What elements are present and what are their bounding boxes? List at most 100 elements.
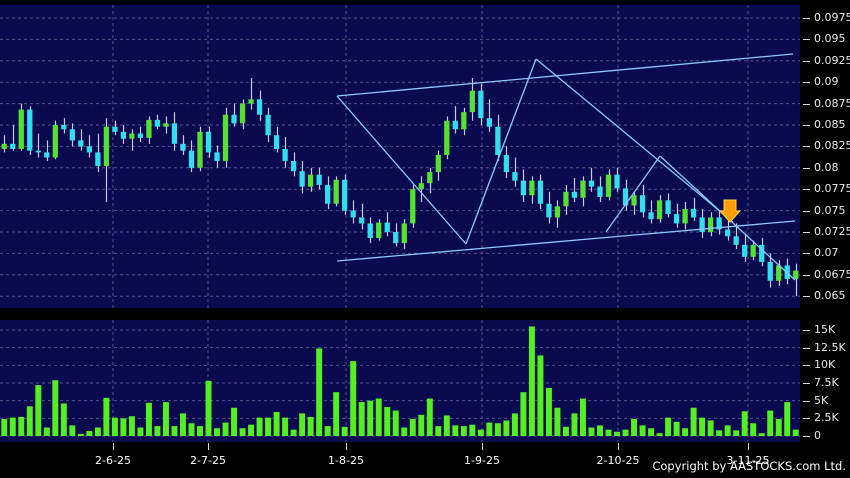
candlestick xyxy=(256,99,263,115)
volume-bar xyxy=(367,400,374,436)
candlestick xyxy=(708,217,714,232)
candlestick xyxy=(639,195,646,213)
volume-bar xyxy=(571,413,578,436)
price-chart-panel xyxy=(0,5,800,308)
candlestick xyxy=(299,171,305,187)
volume-axis-label: 7.5K xyxy=(814,376,839,389)
down-channel-upper xyxy=(336,95,467,245)
candlestick xyxy=(554,206,561,218)
price-axis-label: 0.0825 xyxy=(814,139,850,153)
candlestick xyxy=(282,148,288,161)
price-axis-label: 0.085 xyxy=(814,118,846,131)
candlestick xyxy=(478,90,484,119)
candlestick xyxy=(401,223,407,244)
volume-bar xyxy=(758,433,765,436)
volume-bar xyxy=(486,422,493,436)
candlestick xyxy=(733,236,739,245)
candlestick xyxy=(231,114,237,124)
candlestick xyxy=(418,183,424,190)
price-axis-tick xyxy=(803,18,810,19)
candlestick xyxy=(163,123,169,127)
volume-bar xyxy=(741,411,748,436)
volume-bar xyxy=(545,387,552,436)
candlestick xyxy=(316,174,322,185)
candlestick xyxy=(393,232,399,244)
volume-axis-tick xyxy=(803,418,810,420)
candlestick xyxy=(495,126,501,155)
volume-bar xyxy=(733,430,740,436)
volume-bar xyxy=(460,426,467,436)
candlestick xyxy=(27,109,33,151)
candlestick xyxy=(222,114,229,161)
volume-bar xyxy=(690,407,697,436)
candlestick xyxy=(325,184,331,204)
candlestick xyxy=(205,131,212,153)
volume-bar xyxy=(162,402,169,436)
candlestick xyxy=(520,180,527,196)
volume-bar xyxy=(137,427,144,436)
inner-recovery-line xyxy=(605,155,661,233)
volume-bar xyxy=(665,417,672,436)
candlestick xyxy=(333,179,339,204)
volume-bar xyxy=(222,422,229,436)
candlestick xyxy=(273,135,280,149)
price-axis-label: 0.075 xyxy=(814,203,846,217)
volume-bar xyxy=(605,429,612,436)
volume-bar xyxy=(324,426,331,436)
volume-bar xyxy=(180,413,186,436)
candlestick xyxy=(214,152,220,161)
price-axis-tick xyxy=(803,232,810,233)
volume-bar xyxy=(231,407,238,436)
volume-bar xyxy=(699,417,706,436)
volume-bar xyxy=(392,410,399,436)
price-axis-tick xyxy=(803,103,810,105)
volume-bar xyxy=(716,430,723,436)
volume-bar xyxy=(248,424,255,436)
candlestick xyxy=(367,223,373,238)
volume-bar xyxy=(384,407,391,436)
volume-bar xyxy=(188,423,195,436)
price-axis-label: 0.0675 xyxy=(814,267,850,281)
candlestick xyxy=(469,90,475,113)
volume-bar xyxy=(9,417,16,436)
volume-axis-label: 2.5K xyxy=(814,411,839,425)
volume-bar xyxy=(537,355,544,436)
volume-axis-tick xyxy=(803,383,810,384)
volume-axis-tick xyxy=(803,330,810,331)
volume-bar xyxy=(588,427,595,436)
x-axis-tick xyxy=(208,443,209,450)
candlestick xyxy=(376,222,382,238)
volume-bar xyxy=(580,398,586,436)
volume-bar xyxy=(205,380,212,436)
x-axis-label: 2-6-25 xyxy=(95,454,131,467)
candlestick xyxy=(444,120,450,155)
volume-bar xyxy=(333,392,340,436)
candlestick xyxy=(154,119,161,127)
x-axis-tick xyxy=(113,443,114,450)
volume-bar xyxy=(282,417,289,436)
volume-bar xyxy=(94,427,101,436)
down-arrow-marker xyxy=(718,199,742,223)
candlestick xyxy=(359,217,365,224)
volume-bar xyxy=(341,426,348,436)
candlestick xyxy=(656,200,663,220)
volume-bar xyxy=(631,419,638,436)
candlestick xyxy=(61,125,67,130)
x-axis-tick xyxy=(618,443,619,450)
candlestick xyxy=(44,152,50,158)
price-axis-label: 0.09 xyxy=(814,75,839,89)
volume-bar xyxy=(86,431,93,436)
candlestick xyxy=(486,118,492,127)
candlestick xyxy=(588,180,595,187)
candlestick xyxy=(78,140,84,147)
candlestick xyxy=(171,123,178,144)
volume-axis-tick xyxy=(803,365,810,367)
candlestick xyxy=(597,186,603,197)
price-axis-tick xyxy=(803,253,810,255)
volume-bar xyxy=(290,429,297,436)
volume-chart-svg xyxy=(0,320,800,442)
price-chart-svg xyxy=(0,5,800,308)
volume-bar xyxy=(265,417,272,436)
candlestick xyxy=(452,120,458,130)
